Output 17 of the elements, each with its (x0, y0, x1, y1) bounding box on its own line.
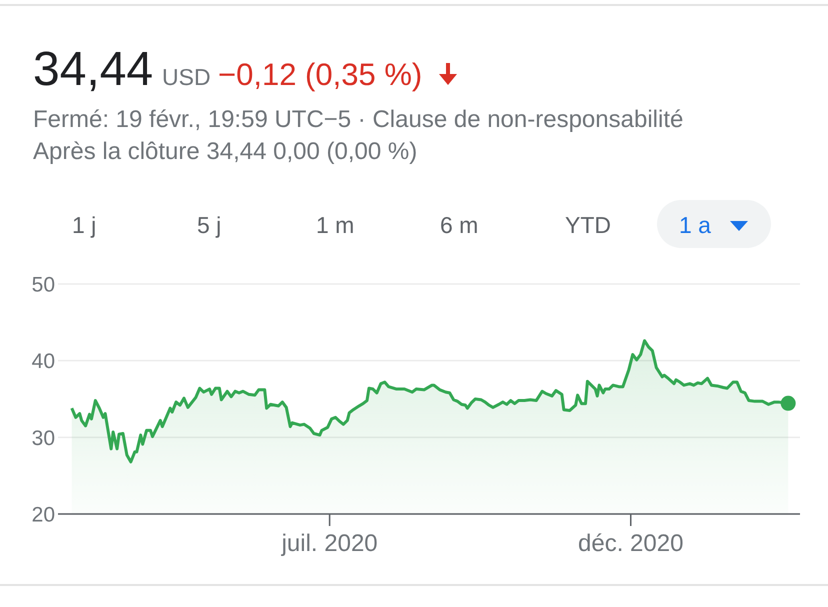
y-tick-label: 50 (32, 273, 55, 296)
text: 1 m (316, 212, 354, 238)
text: 5 j (197, 212, 222, 238)
y-tick-label: 40 (32, 350, 55, 374)
x-tick-label: juil. 2020 (280, 530, 378, 558)
text: 1 a (679, 212, 711, 238)
y-tick-label: 20 (32, 503, 55, 526)
text: USD (162, 64, 211, 90)
text: 6 m (440, 212, 478, 238)
x-tick-label: déc. 2020 (578, 530, 684, 558)
text: 1 j (72, 212, 96, 238)
text: Après la clôture 34,44 0,00 (0,00 %) (33, 138, 418, 165)
y-tick-label: 30 (32, 426, 55, 450)
text: −0,12 (0,35 %) (218, 57, 422, 92)
text: Fermé: 19 févr., 19:59 UTC−5 · Clause de non-responsabilité (33, 106, 684, 133)
text: YTD (565, 212, 611, 238)
chart-title: 34,44 (33, 43, 154, 96)
